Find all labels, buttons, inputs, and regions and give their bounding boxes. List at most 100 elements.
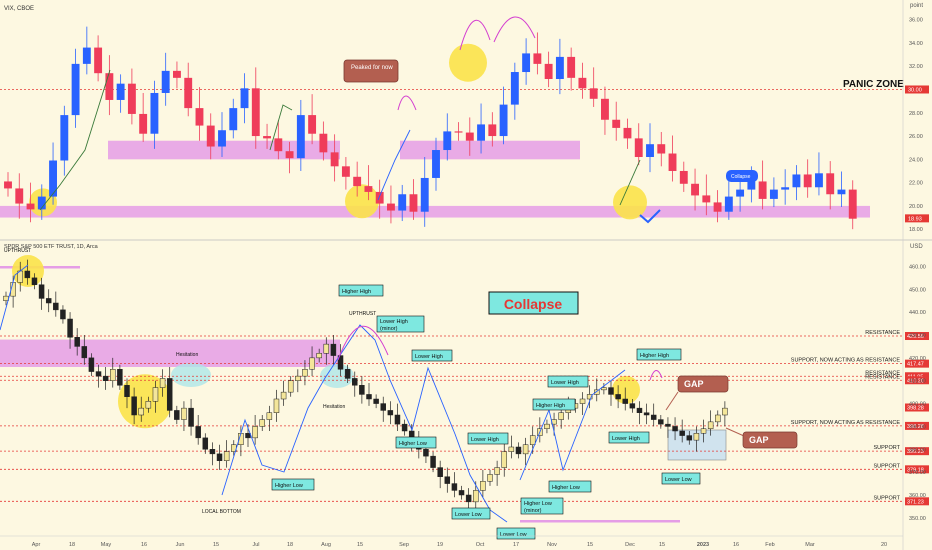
spy-candle-11	[81, 346, 88, 359]
vix-candle-61	[691, 183, 699, 196]
spy-candle-39	[280, 391, 287, 400]
vix-candle-48	[544, 63, 553, 80]
gap-callout-0: GAP	[684, 379, 704, 389]
spy-candle-45	[323, 343, 330, 354]
spy-candle-16	[117, 369, 123, 386]
spy-price-tag-bg-3	[905, 376, 929, 385]
spy-ytick-0: 460.00	[909, 264, 926, 270]
x-tick-12: Oct	[476, 542, 485, 548]
collapse-banner: Collapse	[488, 291, 579, 315]
vix-candle-65	[736, 189, 745, 197]
vix-candle-26	[296, 115, 305, 159]
spy-candle-63	[451, 483, 458, 491]
vix-candle-20	[229, 108, 238, 131]
x-tick-3: 16	[141, 542, 147, 548]
vix-ytick-0: 36.00	[909, 18, 923, 24]
spy-candle-43	[309, 357, 315, 370]
vix-zone-2	[400, 140, 580, 160]
spy-candle-89	[636, 407, 643, 413]
spy-price-tag-3: 410.20	[907, 378, 924, 384]
vix-highlight-2	[449, 43, 487, 82]
spy-hline-label-2: RESISTANCE	[865, 370, 900, 376]
spy-price-tag-bg-0	[905, 332, 929, 341]
vix-candle-33	[375, 191, 384, 204]
x-tick-0: Apr	[32, 542, 41, 548]
vix-candle-14	[161, 70, 170, 93]
vix-trend-2	[269, 104, 293, 151]
spy-candle-74	[529, 435, 536, 445]
spy-hline-label-5: SUPPORT	[874, 445, 901, 451]
vix-candle-54	[612, 119, 621, 128]
x-tick-4: Jun	[176, 542, 185, 548]
vix-candle-63	[713, 202, 722, 212]
vix-candle-55	[623, 127, 632, 139]
vix-candle-7	[82, 47, 91, 64]
vix-candle-35	[398, 194, 407, 211]
vix-candle-43	[488, 124, 497, 137]
x-tick-2: May	[101, 542, 112, 548]
vix-candle-58	[657, 144, 666, 154]
vix-candle-16	[184, 77, 193, 109]
vix-level-tag-bg	[905, 85, 929, 94]
spy-candle-97	[693, 433, 700, 441]
vix-candle-19	[218, 130, 226, 147]
vix-arc-2	[493, 16, 536, 43]
spy-panel: SPDR S&P 500 ETF TRUST, 1D, Arca USD Col…	[4, 244, 923, 315]
spy-hline-label-4: SUPPORT, NOW ACTING AS RESISTANCE	[791, 420, 901, 426]
spy-candle-47	[337, 355, 344, 370]
vix-candle-8	[94, 47, 103, 74]
spy-arc-1	[337, 325, 389, 361]
vix-candle-28	[319, 133, 328, 153]
vix-candle-39	[443, 131, 452, 151]
vix-candle-56	[634, 138, 643, 158]
spy-candle-59	[423, 449, 429, 457]
spy-candle-87	[622, 398, 628, 404]
x-tick-21: Mar	[805, 542, 815, 548]
spy-ytick-9: 370.00	[909, 470, 926, 476]
vix-ytick-1: 34.00	[909, 41, 923, 47]
teal-label-11: Higher Low	[552, 485, 580, 491]
x-tick-10: Sep	[399, 542, 409, 548]
vix-ytick-4: 28.00	[909, 111, 923, 117]
spy-candle-100	[715, 414, 721, 423]
spy-arc-2	[649, 370, 663, 381]
spy-candle-76	[544, 423, 550, 429]
vix-candle-6	[71, 63, 80, 116]
x-tick-5: 15	[213, 542, 219, 548]
teal-label-14: Lower Low	[665, 477, 692, 483]
spy-candle-4	[31, 277, 38, 285]
spy-candle-20	[145, 401, 152, 409]
spy-candle-60	[430, 455, 436, 468]
teal-label-5: Lower High	[471, 437, 499, 443]
vix-candle-12	[139, 113, 148, 134]
teal-label-bg-7	[520, 497, 564, 515]
spy-candle-73	[522, 444, 529, 455]
teal-label-9: Higher High	[536, 403, 565, 409]
spy-candle-24	[174, 410, 180, 420]
peaked-callout-text: Peaked for now	[351, 65, 393, 71]
spy-candle-40	[287, 380, 294, 393]
spy-candle-72	[515, 446, 522, 455]
teal-label-line2-1: (minor)	[380, 326, 398, 332]
vix-candle-24	[274, 138, 283, 152]
spy-ytick-1: 450.00	[909, 287, 926, 293]
spy-candle-90	[643, 412, 650, 416]
panic-zone-label: PANIC ZONE	[843, 79, 904, 90]
x-tick-11: 19	[437, 542, 443, 548]
vix-candle-71	[803, 174, 812, 188]
x-tick-19: 16	[733, 542, 739, 548]
spy-ytick-4: 420.00	[909, 356, 926, 362]
x-tick-20: Feb	[765, 542, 774, 548]
teal-label-bg-3	[271, 478, 315, 491]
spy-candle-46	[330, 343, 337, 356]
spy-candle-78	[558, 412, 564, 420]
spy-candle-35	[252, 426, 258, 439]
vix-checkmark	[639, 209, 661, 224]
x-tick-7: 18	[287, 542, 293, 548]
teal-label-bg-4	[395, 436, 437, 449]
vix-candle-53	[601, 98, 609, 120]
vix-candle-45	[510, 72, 519, 105]
vix-candle-30	[341, 166, 350, 177]
